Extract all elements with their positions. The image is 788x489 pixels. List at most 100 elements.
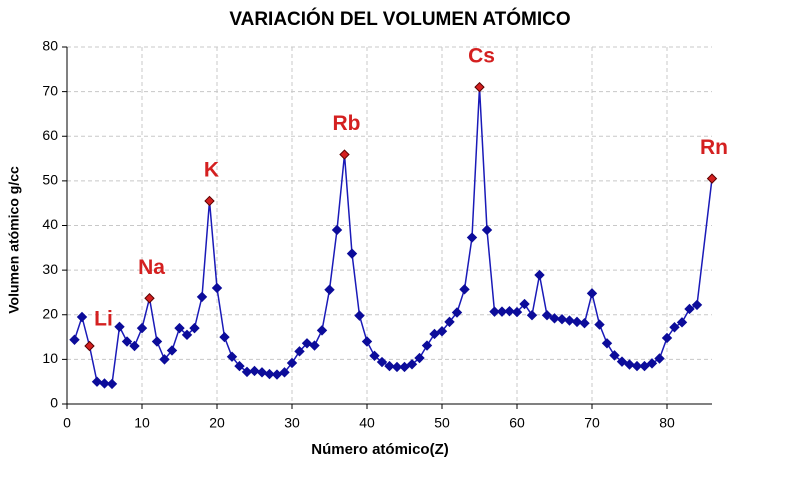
y-tick-label: 40 bbox=[42, 216, 58, 232]
marker bbox=[114, 321, 125, 333]
highlight-marker bbox=[706, 173, 718, 184]
marker bbox=[256, 367, 268, 378]
x-tick-label: 60 bbox=[509, 415, 525, 431]
marker bbox=[106, 378, 118, 390]
marker bbox=[579, 318, 590, 329]
highlight-marker bbox=[144, 293, 155, 304]
highlight-marker bbox=[204, 195, 215, 207]
marker bbox=[76, 311, 88, 323]
series-line bbox=[73, 87, 713, 385]
marker bbox=[496, 306, 508, 317]
chart-title: VARIACIÓN DEL VOLUMEN ATÓMICO bbox=[229, 8, 570, 30]
x-tick-label: 0 bbox=[63, 415, 71, 431]
annotation: Cs bbox=[468, 45, 495, 68]
y-tick-label: 0 bbox=[50, 395, 58, 411]
annotation: Li bbox=[94, 308, 113, 331]
marker bbox=[346, 248, 358, 259]
marker bbox=[669, 322, 680, 333]
marker bbox=[541, 309, 553, 321]
y-tick-label: 10 bbox=[42, 350, 58, 366]
marker bbox=[226, 351, 238, 362]
marker bbox=[556, 314, 568, 325]
x-tick-label: 70 bbox=[584, 415, 600, 431]
marker bbox=[481, 224, 493, 236]
marker bbox=[376, 356, 388, 368]
marker bbox=[549, 313, 560, 324]
y-tick-label: 30 bbox=[42, 261, 58, 277]
y-tick-label: 50 bbox=[42, 172, 58, 188]
marker bbox=[354, 310, 365, 321]
marker bbox=[331, 224, 343, 236]
marker bbox=[301, 338, 313, 349]
marker bbox=[129, 340, 140, 352]
marker bbox=[369, 350, 380, 362]
highlight-marker bbox=[84, 340, 95, 352]
marker bbox=[684, 303, 695, 315]
marker bbox=[571, 316, 583, 328]
x-tick-label: 10 bbox=[134, 415, 150, 431]
marker bbox=[429, 328, 440, 340]
marker bbox=[414, 352, 425, 364]
marker bbox=[661, 332, 673, 344]
x-tick-label: 80 bbox=[659, 415, 675, 431]
marker bbox=[511, 306, 523, 318]
marker bbox=[444, 316, 455, 328]
marker bbox=[406, 359, 418, 370]
marker bbox=[174, 322, 185, 334]
marker bbox=[594, 319, 605, 330]
marker bbox=[466, 232, 478, 243]
marker bbox=[166, 345, 178, 356]
marker bbox=[309, 340, 320, 351]
marker bbox=[676, 317, 688, 328]
marker bbox=[504, 305, 515, 317]
marker bbox=[271, 369, 283, 380]
y-tick-label: 80 bbox=[42, 38, 58, 54]
marker bbox=[616, 356, 628, 367]
marker bbox=[631, 360, 643, 372]
annotation: Rb bbox=[333, 112, 361, 135]
marker bbox=[646, 358, 658, 369]
marker bbox=[151, 336, 163, 347]
marker bbox=[624, 359, 635, 370]
marker bbox=[399, 361, 410, 373]
y-tick-label: 20 bbox=[42, 305, 58, 321]
marker bbox=[196, 291, 208, 303]
marker bbox=[361, 336, 373, 347]
marker bbox=[459, 284, 470, 295]
marker bbox=[249, 365, 260, 377]
marker bbox=[121, 336, 133, 347]
marker bbox=[219, 331, 230, 343]
y-axis-label: Volumen atómico g/cc bbox=[6, 166, 22, 314]
marker bbox=[391, 361, 403, 373]
marker bbox=[586, 288, 598, 299]
marker bbox=[654, 353, 665, 364]
x-tick-label: 30 bbox=[284, 415, 300, 431]
highlight-marker bbox=[339, 149, 350, 160]
marker bbox=[316, 325, 328, 336]
marker bbox=[294, 346, 305, 357]
marker bbox=[421, 340, 433, 351]
marker bbox=[69, 334, 80, 345]
marker bbox=[519, 298, 530, 310]
marker bbox=[136, 322, 148, 334]
marker bbox=[91, 376, 103, 387]
y-tick-label: 60 bbox=[42, 127, 58, 143]
marker bbox=[99, 378, 110, 389]
highlight-marker bbox=[474, 81, 485, 93]
marker bbox=[564, 315, 575, 326]
x-axis-label: Número atómico(Z) bbox=[311, 441, 449, 458]
x-tick-label: 20 bbox=[209, 415, 225, 431]
annotation: Na bbox=[138, 256, 165, 279]
marker bbox=[609, 350, 620, 361]
marker bbox=[526, 309, 538, 321]
marker bbox=[384, 360, 395, 372]
marker bbox=[436, 326, 448, 337]
marker bbox=[489, 306, 500, 317]
x-tick-label: 40 bbox=[359, 415, 375, 431]
x-tick-label: 50 bbox=[434, 415, 450, 431]
marker bbox=[264, 368, 275, 380]
marker bbox=[181, 329, 193, 341]
marker bbox=[534, 269, 545, 281]
annotation: K bbox=[204, 159, 219, 182]
